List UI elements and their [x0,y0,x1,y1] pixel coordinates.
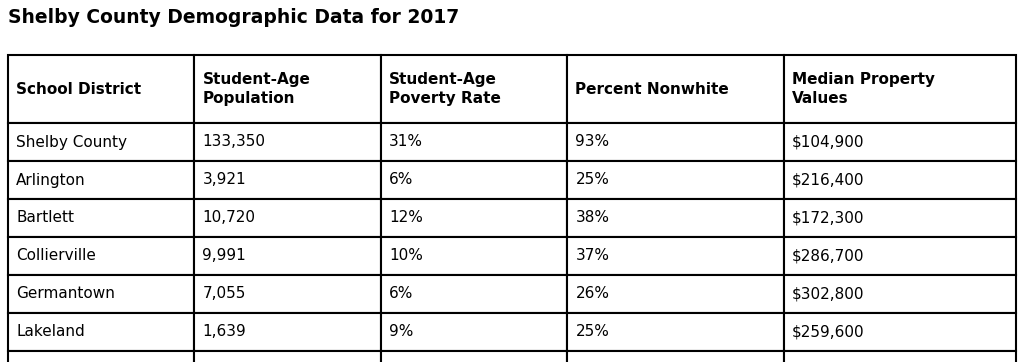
Text: 25%: 25% [575,173,609,188]
Text: $172,300: $172,300 [793,210,864,226]
Text: 6%: 6% [389,173,414,188]
Bar [195,313,381,351]
Bar [8,123,195,161]
Text: $259,600: $259,600 [793,324,865,340]
Bar [381,199,567,237]
Text: $286,700: $286,700 [793,248,864,264]
Text: 133,350: 133,350 [203,135,265,150]
Bar [195,55,381,123]
Text: Bartlett: Bartlett [16,210,74,226]
Text: School District: School District [16,81,141,97]
Bar [567,237,784,275]
Bar [8,199,195,237]
Bar [381,313,567,351]
Text: 25%: 25% [575,324,609,340]
Text: 12%: 12% [389,210,423,226]
Text: 31%: 31% [389,135,423,150]
Text: 93%: 93% [575,135,609,150]
Text: 1,639: 1,639 [203,324,246,340]
Text: Median Property
Values: Median Property Values [793,72,935,106]
Bar [784,313,1016,351]
Text: Germantown: Germantown [16,286,115,302]
Text: $302,800: $302,800 [793,286,864,302]
Bar [381,55,567,123]
Text: 7,055: 7,055 [203,286,246,302]
Text: Shelby County Demographic Data for 2017: Shelby County Demographic Data for 2017 [8,8,459,27]
Bar [195,275,381,313]
Bar [784,161,1016,199]
Text: Student-Age
Poverty Rate: Student-Age Poverty Rate [389,72,501,106]
Text: Student-Age
Population: Student-Age Population [203,72,310,106]
Bar [784,199,1016,237]
Bar [381,237,567,275]
Bar [784,237,1016,275]
Bar [567,123,784,161]
Bar [381,275,567,313]
Bar [195,199,381,237]
Bar [567,199,784,237]
Text: $216,400: $216,400 [793,173,864,188]
Bar [8,313,195,351]
Bar [567,161,784,199]
Bar [784,55,1016,123]
Text: Percent Nonwhite: Percent Nonwhite [575,81,729,97]
Text: 37%: 37% [575,248,609,264]
Bar [567,275,784,313]
Bar [567,351,784,362]
Text: 3,921: 3,921 [203,173,246,188]
Text: Shelby County: Shelby County [16,135,127,150]
Bar [381,351,567,362]
Text: 6%: 6% [389,286,414,302]
Bar [195,123,381,161]
Text: $104,900: $104,900 [793,135,864,150]
Bar [8,351,195,362]
Bar [567,55,784,123]
Text: 10%: 10% [389,248,423,264]
Bar [784,123,1016,161]
Text: Collierville: Collierville [16,248,96,264]
Bar [784,351,1016,362]
Text: 38%: 38% [575,210,609,226]
Text: 9,991: 9,991 [203,248,246,264]
Text: Arlington: Arlington [16,173,86,188]
Bar [784,275,1016,313]
Text: 26%: 26% [575,286,609,302]
Bar [567,313,784,351]
Text: Lakeland: Lakeland [16,324,85,340]
Bar [8,237,195,275]
Bar [8,275,195,313]
Bar [8,55,195,123]
Bar [195,161,381,199]
Bar [195,237,381,275]
Bar [381,161,567,199]
Text: 9%: 9% [389,324,414,340]
Text: 10,720: 10,720 [203,210,255,226]
Bar [8,161,195,199]
Bar [195,351,381,362]
Bar [381,123,567,161]
